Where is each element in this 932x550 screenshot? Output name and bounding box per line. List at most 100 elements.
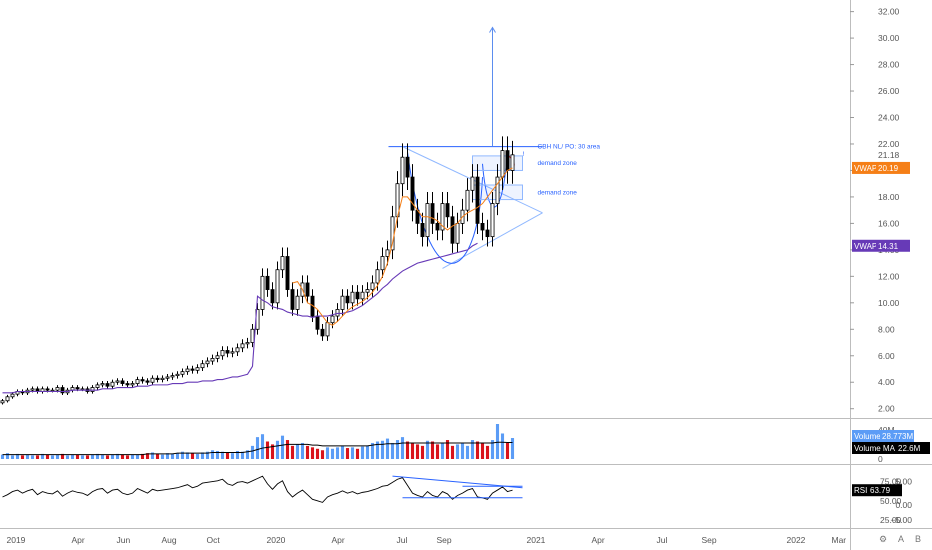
candle-up [350,291,355,304]
volume-bar [210,450,215,459]
candle-up [385,249,390,257]
candle-up [380,256,385,271]
gear-icon[interactable]: ⚙ [879,534,888,544]
volume-bar [360,446,365,459]
tag-label-box [852,239,876,252]
volume-bar [500,433,505,459]
volume-bar [100,454,105,459]
volume-bar [160,454,165,459]
time-tick-label: Apr [592,535,605,545]
volume-bar [180,451,185,459]
candle-up [210,358,215,362]
volume-bar [345,448,350,459]
time-tick-label: Apr [332,535,345,545]
volume-bar [410,442,415,459]
candle-down [355,291,360,300]
volume-bar [155,453,160,459]
volume-bar [265,441,270,459]
candle-up [115,380,120,383]
volume-bar [45,454,50,459]
candle-up [10,393,15,398]
price-tick-label: 24.00 [878,113,900,123]
candle-up [230,351,235,354]
price-tick-label: 30.00 [878,33,900,43]
volume-bar [350,447,355,459]
target-arrow-head [489,26,496,33]
candle-down [450,216,455,244]
volume-bar [0,454,5,459]
volume-bar [280,435,285,459]
candle-up [335,309,340,317]
candle-down [305,282,310,297]
volume-bar [255,437,260,459]
tag-label: VWAP [854,242,877,251]
price-tick-label: 26.00 [878,86,900,96]
candle-up [180,371,185,375]
volume-bar [380,440,385,459]
candle-up [510,154,515,171]
volume-bar [440,442,445,459]
candle-down [410,176,415,211]
candle-up [500,150,505,178]
candle-down [145,380,150,383]
volume-bar [75,454,80,459]
volume-bar [375,441,380,459]
candle-up [240,343,245,349]
volume-bar [475,441,480,459]
candle-up [215,355,220,359]
volume-bar [270,444,275,459]
price-axis[interactable]: 32.0030.0028.0026.0024.0022.0020.0018.00… [850,7,900,414]
tag-label-box [852,161,876,174]
volume-bar [340,445,345,459]
candle-up [0,400,5,404]
tag-label: Volume [854,432,881,441]
volume-bar [65,455,70,459]
volume-bar [105,455,110,459]
demand-zone-label: demand zone [538,189,578,196]
volume-bar [260,434,265,459]
candle-up [365,289,370,293]
candle-down [225,350,230,354]
volume-bar [455,444,460,459]
candle-up [470,176,475,191]
demand-zone-label: demand zone [538,160,578,167]
candle-up [280,256,285,271]
volume-bar [35,455,40,459]
volume-bar [220,451,225,459]
candle-up [490,203,495,238]
auto-scale-button[interactable]: A [898,534,905,544]
volume-bar [505,442,510,459]
volume-bar [60,453,65,459]
volume-bar [300,442,305,459]
volume-bar [285,440,290,459]
candle-up [165,376,170,379]
value-tag: VWAP 20.19 [852,161,910,174]
candle-down [75,387,80,390]
volume-bar [405,441,410,459]
volume-bar [290,445,295,459]
volume-bar [325,447,330,459]
volume-bar [90,454,95,459]
candle-down [505,150,510,171]
candle-down [120,380,125,384]
time-axis[interactable]: 2019 Apr Jun Aug Oct 2020 Apr Jul Sep 2021 Apr Jul S… [7,535,847,545]
volume-ma-line [2,441,513,456]
volume-bar [320,450,325,459]
candle-up [235,347,240,353]
candle-up [95,384,100,388]
volume-bar [215,450,220,459]
log-scale-button[interactable]: B [915,534,922,544]
time-tick-label: Aug [162,535,177,545]
time-tick-label: Jul [397,535,408,545]
volume-bar [40,453,45,459]
volume-bar [185,452,190,459]
candle-up [220,350,225,357]
time-tick-label: 2020 [267,535,286,545]
candle-up [370,282,375,290]
vwap-line-long [2,242,478,394]
candle-up [200,363,205,369]
volume-bar [465,445,470,459]
candle-up [325,322,330,337]
